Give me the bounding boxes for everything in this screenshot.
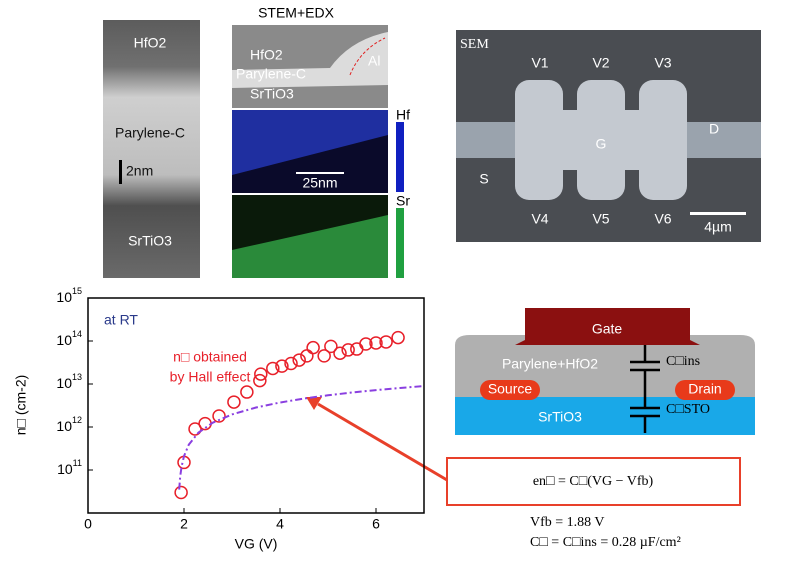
annotation: at RT [104,312,138,328]
formula: Vfb = 1.88 V [530,515,605,530]
x-tick-label: 0 [84,516,92,532]
data-point [307,342,319,354]
annotation: by Hall effect [170,369,251,385]
y-tick-label: 1012 [56,415,82,433]
data-point [228,396,240,408]
data-point [241,386,253,398]
figure: HfO2 Parylene-C 2nm SrTiO3 STEM+EDX HfO2… [0,0,795,561]
label: C□ins [666,354,700,369]
label: V6 [654,211,671,227]
label: V5 [592,211,609,227]
arrow [318,404,447,480]
label: Parylene-C [236,66,306,82]
label: S [479,171,488,187]
data-point [334,347,346,359]
device-schematic: Gate Parylene+HfO2 Source Drain SrTiO3 C… [455,308,755,435]
title: STEM+EDX [258,5,335,21]
label: V1 [531,55,548,71]
y-tick-label: 1013 [56,372,82,390]
label: Sr [396,193,410,209]
stem-image: STEM+EDX HfO2 Parylene-C SrTiO3 Al 25nm … [232,5,410,278]
y-axis-label: n□ (cm-2) [13,375,29,436]
x-axis-label: VG (V) [235,536,278,552]
chart: at RT n□ obtained by Hall effect VG (V) … [13,286,424,551]
label: Parylene+HfO2 [502,356,598,372]
label: V4 [531,211,548,227]
label: V2 [592,55,609,71]
x-tick-label: 2 [180,516,188,532]
tem-image: HfO2 Parylene-C 2nm SrTiO3 [103,20,200,278]
data-point [351,343,363,355]
fit-line [179,386,424,490]
y-tick-label: 1011 [57,458,82,476]
data-point [199,418,211,430]
label: SrTiO3 [250,86,294,102]
label: Hf [396,107,410,123]
label: Parylene-C [115,125,185,141]
data-point [392,332,404,344]
label: Gate [592,321,623,337]
label: V3 [654,55,671,71]
label: Source [488,381,533,397]
label: SEM [460,37,489,52]
label: HfO2 [134,35,167,51]
annotation: n□ obtained [173,349,247,365]
label: 2nm [126,163,153,179]
y-tick-label: 1015 [56,286,82,304]
label: G [596,136,607,152]
label: 25nm [302,175,337,191]
sem-image: SEM V1 V2 V3 G S D V4 V5 V6 4µm [456,30,761,242]
label: Drain [688,381,721,397]
label: HfO2 [250,47,283,63]
label: SrTiO3 [538,409,582,425]
formula: C□ = C□ins = 0.28 µF/cm² [530,535,681,550]
label: SrTiO3 [128,233,172,249]
label: 4µm [704,219,732,235]
x-tick-label: 4 [276,516,284,532]
x-tick-label: 6 [372,516,380,532]
y-tick-label: 1014 [56,329,82,347]
label: C□STO [666,402,710,417]
label: Al [368,53,380,69]
data-point [175,486,187,498]
label: D [709,121,719,137]
formula: en□ = C□(VG − Vfb) [533,474,654,489]
